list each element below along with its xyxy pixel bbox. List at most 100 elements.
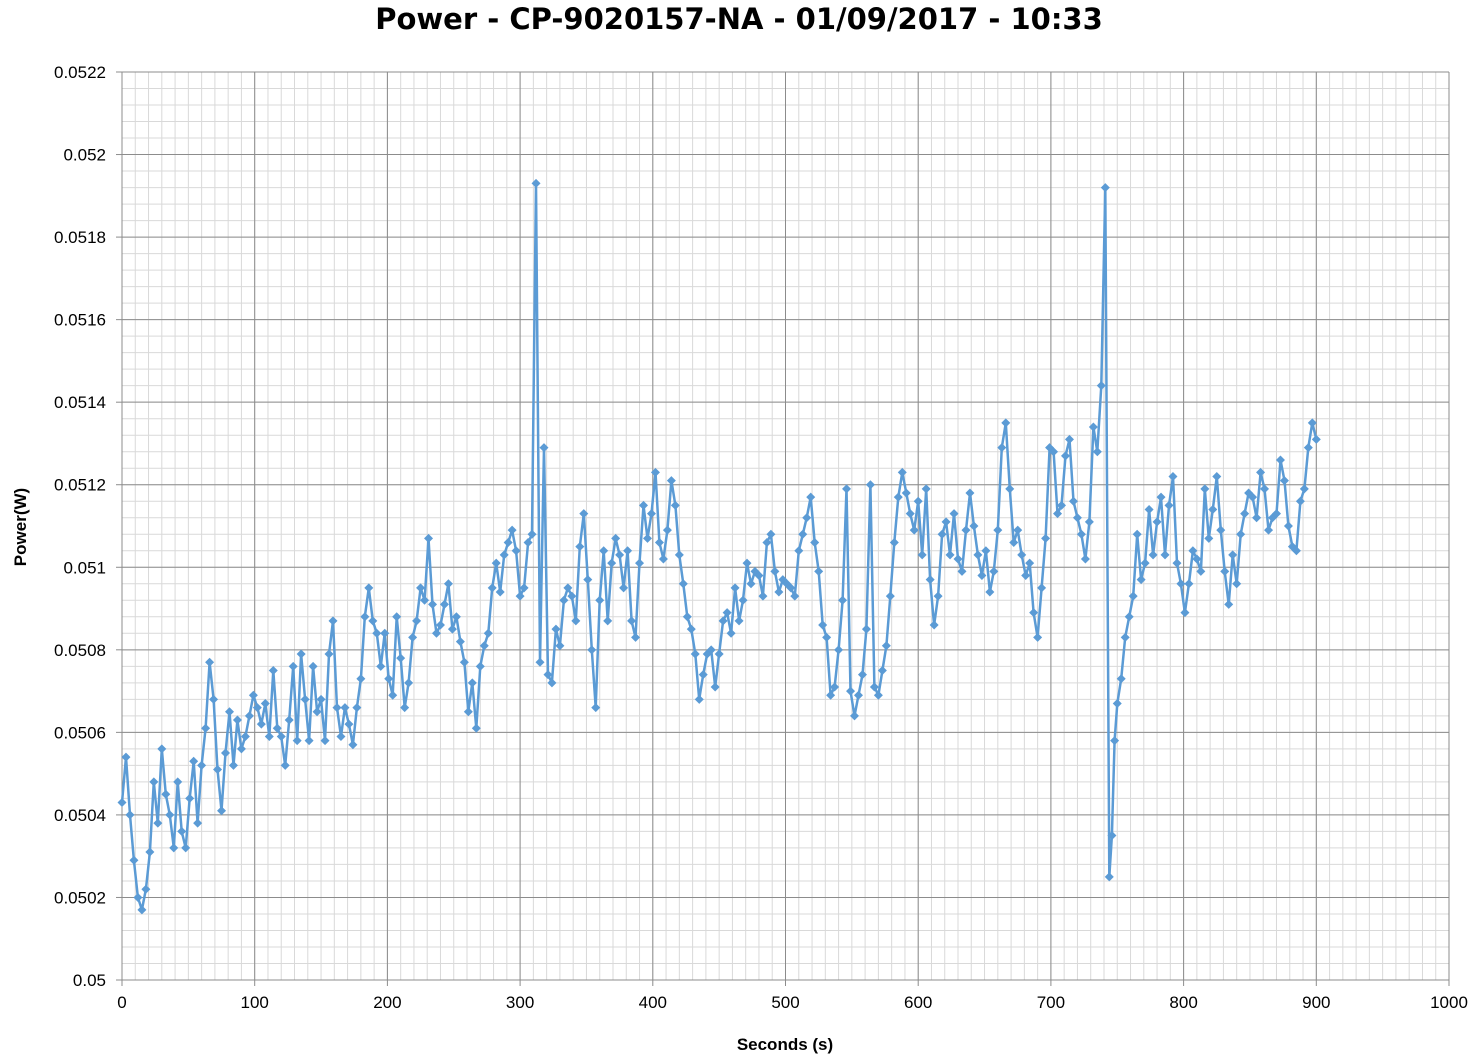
data-point: [268, 665, 278, 675]
y-tick-label: 0.0516: [54, 311, 106, 330]
data-point: [503, 538, 513, 548]
data-point: [941, 517, 951, 527]
data-point: [718, 616, 728, 626]
data-point: [129, 855, 139, 865]
data-point: [989, 566, 999, 576]
y-tick-label: 0.052: [63, 146, 106, 165]
y-tick-label: 0.051: [63, 558, 106, 577]
data-point: [706, 645, 716, 655]
data-point: [479, 641, 489, 651]
data-point: [404, 678, 414, 688]
data-point: [173, 777, 183, 787]
data-point: [1017, 550, 1027, 560]
data-point: [304, 736, 314, 746]
data-point: [435, 620, 445, 630]
data-point: [1124, 612, 1134, 622]
data-point: [224, 707, 234, 717]
data-point: [1256, 467, 1266, 477]
data-point: [658, 554, 668, 564]
data-point: [463, 707, 473, 717]
data-point: [579, 509, 589, 519]
data-point: [260, 698, 270, 708]
chart-title: Power - CP-9020157-NA - 01/09/2017 - 10:…: [375, 2, 1103, 36]
data-point: [547, 678, 557, 688]
y-tick-label: 0.0502: [54, 888, 106, 907]
data-point: [1248, 492, 1258, 502]
data-point: [1220, 566, 1230, 576]
y-tick-label: 0.0504: [54, 806, 106, 825]
data-point: [1164, 500, 1174, 510]
data-point: [1021, 571, 1031, 581]
data-point: [921, 484, 931, 494]
y-tick-label: 0.0506: [54, 723, 106, 742]
data-point: [850, 711, 860, 721]
data-point: [1076, 529, 1086, 539]
data-point: [563, 583, 573, 593]
x-tick-label: 1000: [1430, 993, 1468, 1012]
data-point: [1128, 591, 1138, 601]
data-point: [981, 546, 991, 556]
data-point: [360, 612, 370, 622]
data-point: [408, 632, 418, 642]
data-point: [591, 703, 601, 713]
data-point: [650, 467, 660, 477]
data-point: [1080, 554, 1090, 564]
data-point: [853, 690, 863, 700]
x-tick-label: 400: [639, 993, 667, 1012]
data-point: [1180, 608, 1190, 618]
data-point: [738, 595, 748, 605]
data-point: [794, 546, 804, 556]
data-point: [607, 558, 617, 568]
data-point: [1240, 509, 1250, 519]
data-point: [428, 599, 438, 609]
data-point: [137, 905, 147, 915]
data-point: [818, 620, 828, 630]
data-point: [1005, 484, 1015, 494]
data-point: [1025, 558, 1035, 568]
data-point: [690, 649, 700, 659]
data-point: [949, 509, 959, 519]
data-point: [1192, 554, 1202, 564]
data-point: [810, 538, 820, 548]
data-point: [205, 657, 215, 667]
data-point: [1084, 517, 1094, 527]
data-point: [734, 616, 744, 626]
y-axis-title: Power(W): [11, 488, 30, 566]
data-point: [300, 694, 310, 704]
data-point: [185, 793, 195, 803]
data-point: [953, 554, 963, 564]
data-point: [157, 744, 167, 754]
data-point: [189, 756, 199, 766]
data-point: [830, 682, 840, 692]
data-point: [420, 595, 430, 605]
data-point: [376, 661, 386, 671]
data-point: [280, 760, 290, 770]
data-point: [682, 612, 692, 622]
data-point: [1116, 674, 1126, 684]
data-point: [201, 723, 211, 733]
data-point: [316, 694, 326, 704]
data-point: [897, 467, 907, 477]
data-point: [925, 575, 935, 585]
data-point: [619, 583, 629, 593]
data-point: [288, 661, 298, 671]
data-point: [483, 628, 493, 638]
data-point: [997, 443, 1007, 453]
data-point: [324, 649, 334, 659]
data-point: [336, 731, 346, 741]
x-tick-label: 200: [373, 993, 401, 1012]
data-point: [710, 682, 720, 692]
data-point: [1037, 583, 1047, 593]
data-point: [933, 591, 943, 601]
data-point: [455, 637, 465, 647]
data-point: [1176, 579, 1186, 589]
data-point: [802, 513, 812, 523]
data-point: [284, 715, 294, 725]
data-point: [806, 492, 816, 502]
data-point: [499, 550, 509, 560]
data-point: [527, 529, 537, 539]
data-point: [1260, 484, 1270, 494]
data-point: [575, 542, 585, 552]
data-point: [654, 538, 664, 548]
data-point: [826, 690, 836, 700]
